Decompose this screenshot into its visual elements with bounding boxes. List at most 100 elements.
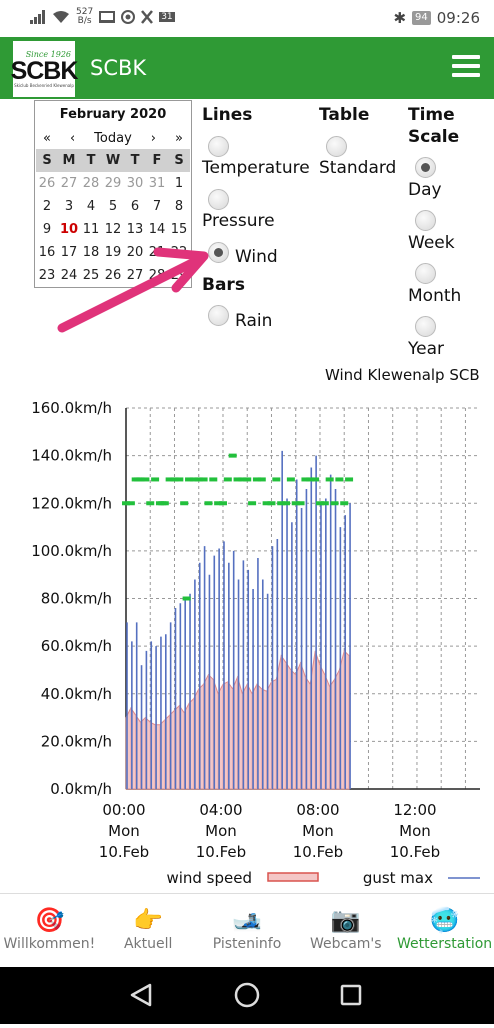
direction-marker bbox=[175, 477, 184, 482]
calendar-day[interactable]: 14 bbox=[148, 222, 166, 237]
camera-icon: 📷 bbox=[330, 906, 361, 934]
radio-week[interactable] bbox=[415, 210, 436, 231]
calendar-day[interactable]: 31 bbox=[148, 176, 166, 191]
radio-year[interactable] bbox=[415, 316, 436, 337]
back-icon[interactable] bbox=[130, 983, 152, 1007]
y-tick-label: 160.0km/h bbox=[31, 399, 112, 417]
x-tick-label: 10.Feb bbox=[99, 843, 149, 861]
calendar-day[interactable]: 20 bbox=[126, 245, 144, 260]
home-icon[interactable] bbox=[234, 982, 260, 1008]
club-logo[interactable]: Since 1926 SCBK Skiclub Beckenried Klewe… bbox=[11, 41, 78, 97]
calendar-day[interactable]: 1 bbox=[174, 176, 184, 191]
weekday-header: W bbox=[102, 149, 124, 172]
direction-marker bbox=[345, 477, 354, 482]
x-tick-label: 12:00 bbox=[393, 801, 436, 819]
calendar-day[interactable]: 15 bbox=[170, 222, 188, 237]
day-label[interactable]: Day bbox=[408, 180, 442, 200]
prev-year-button[interactable]: « bbox=[43, 130, 51, 146]
calendar-day[interactable]: 12 bbox=[104, 222, 122, 237]
radio-pressure[interactable] bbox=[208, 189, 229, 210]
radio-month[interactable] bbox=[415, 263, 436, 284]
status-left: 527 B/s 31 bbox=[30, 8, 175, 26]
direction-marker bbox=[218, 501, 227, 506]
recents-icon[interactable] bbox=[340, 984, 362, 1006]
calendar-day[interactable]: 17 bbox=[60, 245, 78, 260]
calendar-day[interactable]: 26 bbox=[104, 268, 122, 283]
calendar-day[interactable]: 29 bbox=[104, 176, 122, 191]
temperature-label[interactable]: Temperature bbox=[202, 158, 310, 178]
direction-marker bbox=[204, 501, 213, 506]
radio-wind[interactable] bbox=[208, 242, 229, 263]
calendar-day[interactable]: 27 bbox=[126, 268, 144, 283]
menu-icon[interactable] bbox=[452, 55, 480, 77]
direction-marker bbox=[257, 477, 266, 482]
x-tick-label: 10.Feb bbox=[196, 843, 246, 861]
target-icon: 🎯 bbox=[34, 906, 65, 934]
direction-marker bbox=[315, 501, 324, 506]
calendar-day[interactable]: 10 bbox=[59, 222, 79, 237]
network-speed: 527 B/s bbox=[76, 7, 94, 26]
direction-marker bbox=[330, 501, 339, 506]
x-tick-label: 10.Feb bbox=[390, 843, 440, 861]
calendar-day[interactable]: 16 bbox=[38, 245, 56, 260]
radio-day[interactable] bbox=[415, 157, 436, 178]
direction-marker bbox=[291, 501, 300, 506]
nav-label: Webcam's bbox=[309, 936, 382, 952]
calendar-day[interactable]: 5 bbox=[108, 199, 118, 214]
nav-aktuell[interactable]: 👉 Aktuell bbox=[99, 894, 198, 967]
calendar-day[interactable]: 6 bbox=[130, 199, 140, 214]
nav-willkommen[interactable]: 🎯 Willkommen! bbox=[0, 894, 99, 967]
next-month-button[interactable]: › bbox=[150, 130, 156, 146]
nav-label: Pisteninfo bbox=[212, 936, 282, 952]
nav-pisteninfo[interactable]: 🎿 Pisteninfo bbox=[198, 894, 297, 967]
calendar-day[interactable]: 27 bbox=[60, 176, 78, 191]
radio-temperature[interactable] bbox=[208, 136, 229, 157]
calendar-day[interactable]: 23 bbox=[38, 268, 56, 283]
pointing-hand-icon: 👉 bbox=[133, 906, 164, 934]
direction-marker bbox=[286, 477, 295, 482]
cast-icon bbox=[99, 11, 116, 23]
calendar-day[interactable]: 4 bbox=[86, 199, 96, 214]
direction-marker bbox=[146, 501, 155, 506]
direction-marker bbox=[252, 477, 261, 482]
wind-label[interactable]: Wind bbox=[235, 247, 278, 267]
legend-label: gust max bbox=[363, 869, 433, 887]
calendar-day[interactable]: 28 bbox=[82, 176, 100, 191]
calendar-day[interactable]: 2 bbox=[42, 199, 52, 214]
y-tick-label: 120.0km/h bbox=[31, 494, 112, 512]
battery-icon: 94 bbox=[412, 11, 431, 25]
calendar-day[interactable]: 7 bbox=[152, 199, 162, 214]
radio-rain[interactable] bbox=[208, 305, 229, 326]
calendar-day[interactable]: 30 bbox=[126, 176, 144, 191]
skis-icon: 🎿 bbox=[232, 906, 262, 934]
year-label[interactable]: Year bbox=[408, 339, 444, 359]
calendar-day[interactable]: 25 bbox=[82, 268, 100, 283]
standard-label[interactable]: Standard bbox=[319, 158, 397, 178]
calendar-day[interactable]: 3 bbox=[64, 199, 74, 214]
calendar-day[interactable]: 13 bbox=[126, 222, 144, 237]
next-year-button[interactable]: » bbox=[174, 130, 183, 146]
direction-marker bbox=[282, 501, 291, 506]
rain-label[interactable]: Rain bbox=[235, 311, 273, 331]
x-tick-label: 00:00 bbox=[102, 801, 145, 819]
today-button[interactable]: Today bbox=[94, 130, 132, 146]
week-label[interactable]: Week bbox=[408, 233, 455, 253]
direction-marker bbox=[214, 501, 223, 506]
pressure-label[interactable]: Pressure bbox=[202, 211, 275, 231]
calendar-day[interactable]: 26 bbox=[38, 176, 56, 191]
calendar-day[interactable]: 18 bbox=[82, 245, 100, 260]
prev-month-button[interactable]: ‹ bbox=[69, 130, 76, 146]
calendar-day[interactable]: 11 bbox=[82, 222, 100, 237]
calendar-day[interactable]: 19 bbox=[104, 245, 122, 260]
x-tick-label: Mon bbox=[205, 822, 237, 840]
radio-standard[interactable] bbox=[326, 136, 347, 157]
annotation-arrow-icon bbox=[57, 247, 209, 333]
nav-webcams[interactable]: 📷 Webcam's bbox=[296, 894, 395, 967]
calendar-day[interactable]: 24 bbox=[60, 268, 78, 283]
month-label[interactable]: Month bbox=[408, 286, 462, 306]
weekday-header: T bbox=[80, 149, 102, 172]
direction-marker bbox=[228, 453, 237, 458]
calendar-day[interactable]: 8 bbox=[174, 199, 184, 214]
calendar-day[interactable]: 9 bbox=[42, 222, 52, 237]
nav-wetterstation[interactable]: 🥶 Wetterstation bbox=[395, 894, 494, 967]
